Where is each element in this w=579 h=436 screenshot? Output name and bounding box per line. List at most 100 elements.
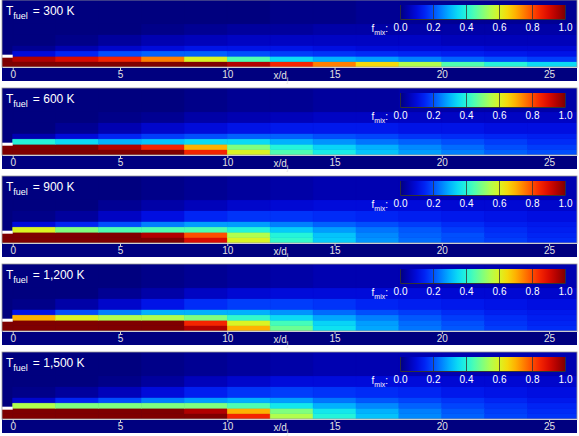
colorbar-tick-mark bbox=[499, 357, 500, 371]
cell bbox=[270, 232, 313, 237]
x-tick-label: 5 bbox=[118, 333, 124, 344]
cell bbox=[485, 326, 528, 331]
cell bbox=[99, 403, 142, 408]
cell bbox=[99, 227, 142, 232]
cell bbox=[56, 211, 99, 222]
cell bbox=[485, 315, 528, 320]
cell bbox=[485, 397, 528, 402]
cell bbox=[184, 403, 227, 408]
cell bbox=[184, 397, 227, 402]
x-tick-label: 25 bbox=[544, 245, 556, 256]
subscript: mix bbox=[374, 117, 385, 124]
heatmap-cells bbox=[2, 352, 577, 419]
cell bbox=[13, 123, 56, 134]
cell bbox=[442, 123, 485, 134]
colorbar-tick-mark bbox=[532, 269, 533, 283]
cell bbox=[485, 232, 528, 237]
colorbar: 0.00.20.40.60.81.0 bbox=[394, 269, 573, 297]
cell bbox=[313, 112, 356, 123]
cell bbox=[141, 397, 184, 402]
cell bbox=[184, 221, 227, 226]
cell bbox=[227, 139, 270, 144]
cell bbox=[141, 309, 184, 314]
panel-title: Tfuel= 1,200 K bbox=[6, 268, 85, 285]
cell bbox=[99, 139, 142, 144]
cell bbox=[356, 150, 399, 155]
cell bbox=[313, 352, 356, 376]
colorbar-axis-line bbox=[401, 195, 566, 196]
cell bbox=[141, 211, 184, 222]
x-tick-label: 10 bbox=[222, 421, 234, 432]
cell bbox=[356, 45, 399, 50]
cell bbox=[227, 211, 270, 222]
cell bbox=[184, 232, 227, 237]
x-axis: 0510152025 bbox=[3, 243, 578, 256]
cell bbox=[56, 139, 99, 144]
colorbar-tick-mark bbox=[433, 269, 434, 283]
cell bbox=[184, 320, 227, 325]
cell bbox=[2, 288, 13, 299]
cell bbox=[270, 376, 313, 387]
cell bbox=[399, 403, 442, 408]
cell bbox=[99, 123, 142, 134]
cell bbox=[2, 309, 13, 314]
colorbar-tick-label: 0.2 bbox=[427, 22, 441, 33]
cell bbox=[13, 139, 56, 144]
colorbar-tick-mark bbox=[532, 357, 533, 371]
cell bbox=[399, 232, 442, 237]
cell bbox=[99, 326, 142, 331]
colorbar-tick-mark bbox=[400, 269, 401, 283]
cell bbox=[227, 288, 270, 299]
cell bbox=[2, 397, 13, 402]
subscript: j bbox=[286, 428, 289, 436]
cell bbox=[528, 35, 577, 46]
x-tick: 10 bbox=[222, 155, 234, 168]
cell bbox=[2, 45, 13, 50]
cell bbox=[270, 51, 313, 56]
cell bbox=[399, 408, 442, 413]
cell bbox=[356, 352, 399, 376]
cell bbox=[141, 133, 184, 138]
cell bbox=[56, 288, 99, 299]
cell bbox=[13, 227, 56, 232]
cell bbox=[270, 397, 313, 402]
cell bbox=[399, 133, 442, 138]
cell bbox=[99, 0, 142, 24]
cell bbox=[13, 315, 56, 320]
cell bbox=[528, 56, 577, 61]
cell bbox=[227, 352, 270, 376]
cell bbox=[227, 299, 270, 310]
cell bbox=[313, 397, 356, 402]
cell bbox=[184, 56, 227, 61]
cell bbox=[56, 35, 99, 46]
x-tick: 10 bbox=[222, 67, 234, 80]
colorbar-tick-label: 0.6 bbox=[493, 22, 507, 33]
colorbar-tick: 0.0 bbox=[394, 269, 408, 297]
cell bbox=[13, 232, 56, 237]
colorbar-tick-label: 0.0 bbox=[394, 110, 408, 121]
nozzle-wall bbox=[2, 55, 13, 58]
subscript: j bbox=[286, 164, 289, 172]
x-tick-label: 10 bbox=[222, 69, 234, 80]
cell bbox=[13, 144, 56, 149]
cell bbox=[270, 112, 313, 123]
colorbar-ramp bbox=[400, 269, 565, 283]
cell bbox=[313, 211, 356, 222]
cell bbox=[56, 408, 99, 413]
cell bbox=[56, 299, 99, 310]
cell bbox=[13, 397, 56, 402]
cell bbox=[485, 299, 528, 310]
x-tick-label: 15 bbox=[329, 69, 341, 80]
cell bbox=[227, 35, 270, 46]
cell bbox=[56, 320, 99, 325]
cell bbox=[13, 62, 56, 67]
cell bbox=[2, 133, 13, 138]
cell bbox=[485, 414, 528, 419]
x-axis-line bbox=[3, 155, 578, 156]
subscript: j bbox=[286, 340, 289, 348]
cell bbox=[13, 211, 56, 222]
text-part: : bbox=[385, 111, 388, 122]
cell bbox=[184, 387, 227, 398]
cell bbox=[485, 144, 528, 149]
colorbar-tick: 1.0 bbox=[559, 357, 573, 385]
